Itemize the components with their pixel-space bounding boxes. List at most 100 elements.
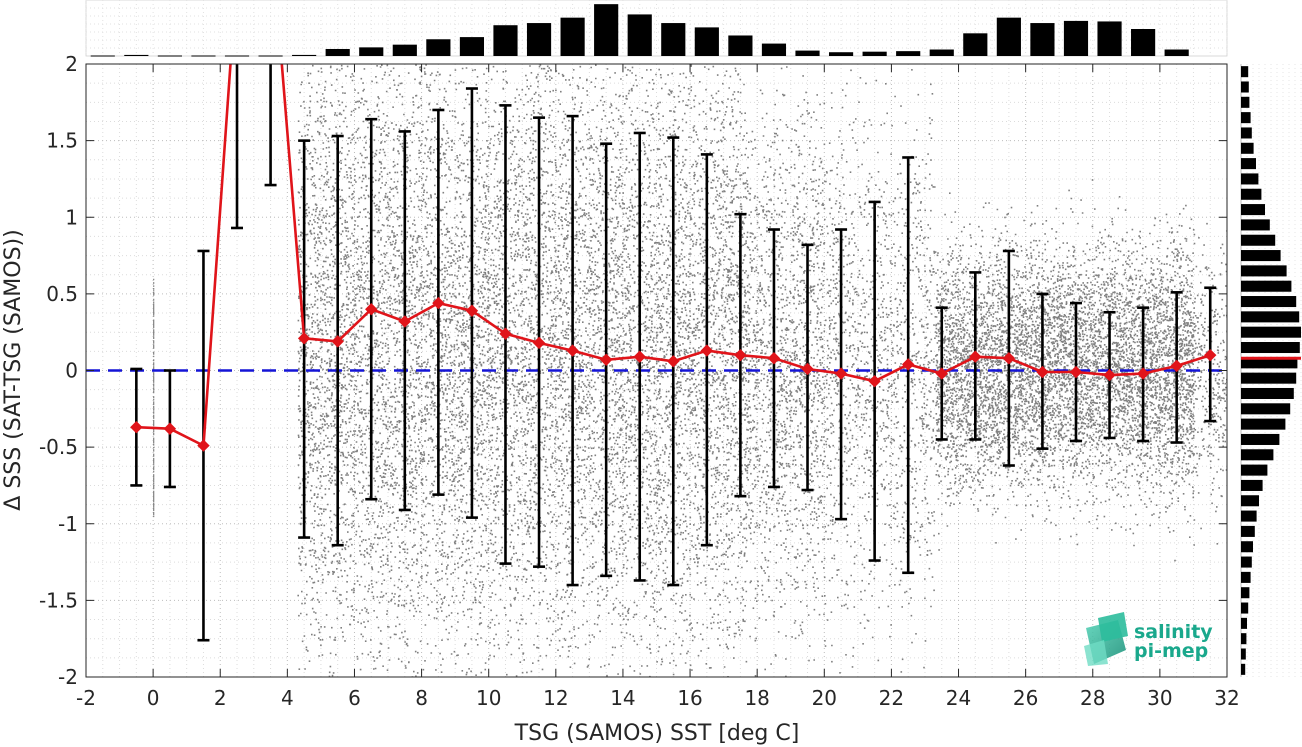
top-histogram-bar [1030, 23, 1055, 57]
right-histogram-bar [1241, 250, 1281, 262]
mean-marker [767, 352, 781, 365]
x-tick-label: 30 [1147, 686, 1172, 710]
right-histogram-bar [1241, 387, 1294, 400]
right-histogram-bar [1241, 541, 1253, 553]
mean-marker [901, 358, 915, 371]
top-histogram-bar [896, 51, 921, 56]
top-histogram [85, 0, 1228, 57]
y-tick-label: 0.5 [46, 282, 78, 306]
right-histogram-grid [1240, 64, 1302, 677]
mean-marker [365, 302, 378, 316]
top-histogram-bar [594, 4, 619, 56]
right-histogram-bar [1241, 464, 1268, 476]
top-histogram-bar [1063, 20, 1089, 56]
x-tick-label: 4 [281, 686, 294, 710]
mean-marker [1036, 365, 1049, 379]
right-histogram-bar [1241, 372, 1297, 384]
mean-marker [599, 353, 613, 366]
right-histogram-bar [1241, 81, 1249, 93]
mean-marker [499, 327, 512, 340]
y-tick-label: 2 [65, 52, 78, 76]
top-histogram-bar [560, 17, 585, 56]
salinity-pi-mep-logo: salinity pi-mep [1084, 612, 1213, 666]
right-histogram-bar [1241, 127, 1252, 139]
top-histogram-bar [124, 54, 149, 56]
right-histogram-bar [1241, 357, 1298, 369]
mean-marker [801, 362, 814, 376]
mean-marker [633, 350, 646, 363]
x-tick-label: 26 [1013, 686, 1038, 710]
mean-marker [667, 355, 680, 368]
mean-marker [935, 367, 948, 380]
top-histogram-bar [694, 27, 719, 56]
top-histogram-bar [661, 23, 686, 57]
x-tick-label: -2 [76, 686, 96, 710]
y-axis-label: Δ SSS (SAT-TSG (SAMOS)) [1, 229, 26, 510]
mean-marker [130, 420, 143, 434]
top-histogram-bar [795, 50, 820, 56]
x-axis-ticks: -2 0 2 4 6 8 10 12 14 16 18 20 22 24 26 28 30 32 [76, 64, 1240, 710]
top-histogram-bar [493, 25, 518, 56]
logo-line1: salinity [1134, 621, 1213, 643]
y-axis-ticks: 2 1.5 1 0.5 0 -0.5 -1 -1.5 -2 [39, 52, 1227, 689]
top-histogram-bar [963, 33, 988, 56]
top-histogram-bar [1131, 29, 1156, 56]
right-histogram-bar [1241, 449, 1274, 461]
right-histogram [1240, 64, 1302, 677]
right-histogram-bar [1241, 525, 1255, 537]
right-histogram-bar [1241, 326, 1301, 338]
logo-emblem [1084, 612, 1128, 666]
right-histogram-bar [1241, 648, 1246, 660]
top-histogram-bar [325, 48, 350, 56]
mean-marker [465, 304, 479, 317]
right-histogram-bar [1241, 663, 1246, 675]
x-tick-label: 8 [415, 686, 428, 710]
mean-marker [868, 375, 881, 388]
mean-marker [297, 332, 311, 345]
top-histogram-bar [292, 54, 317, 56]
mean-marker [1204, 348, 1217, 362]
x-tick-label: 2 [214, 686, 227, 710]
top-histogram-bar [929, 49, 954, 56]
right-histogram-bar [1241, 556, 1252, 568]
y-tick-label: 1.5 [46, 129, 78, 153]
right-histogram-bar [1241, 617, 1247, 629]
right-histogram-bar [1241, 280, 1292, 292]
x-tick-label: 24 [946, 686, 971, 710]
x-tick-label: 28 [1080, 686, 1105, 710]
y-tick-label: -1 [58, 512, 78, 536]
right-histogram-bar [1241, 403, 1291, 415]
mean-marker [432, 296, 445, 310]
top-histogram-bar [828, 52, 854, 56]
mean-marker [197, 439, 210, 452]
right-histogram-bar [1241, 204, 1265, 216]
y-tick-label: 1 [65, 205, 78, 229]
logo-line2: pi-mep [1134, 640, 1208, 662]
x-tick-label: 20 [812, 686, 837, 710]
mean-marker [1103, 368, 1116, 382]
mean-marker [734, 348, 747, 362]
mean-marker [1069, 365, 1083, 379]
right-histogram-bar [1241, 173, 1259, 185]
top-histogram-bars [90, 4, 1189, 57]
mean-marker [1002, 352, 1016, 365]
right-histogram-bar [1241, 311, 1300, 323]
mean-marker [1136, 367, 1150, 380]
x-tick-label: 22 [879, 686, 904, 710]
top-histogram-bar [1164, 49, 1189, 56]
x-tick-label: 14 [610, 686, 635, 710]
top-histogram-bar [761, 43, 787, 56]
right-histogram-bar [1241, 479, 1263, 491]
right-histogram-bars [1241, 66, 1301, 675]
mean-marker [398, 315, 412, 328]
right-histogram-bar [1241, 602, 1249, 614]
right-histogram-bar [1241, 66, 1249, 78]
mean-marker [566, 344, 579, 357]
x-tick-label: 6 [348, 686, 361, 710]
top-histogram-bar [459, 37, 485, 56]
top-histogram-bar [392, 44, 417, 56]
x-tick-label: 16 [677, 686, 702, 710]
right-histogram-bar [1241, 142, 1254, 154]
mean-marker [969, 350, 982, 363]
